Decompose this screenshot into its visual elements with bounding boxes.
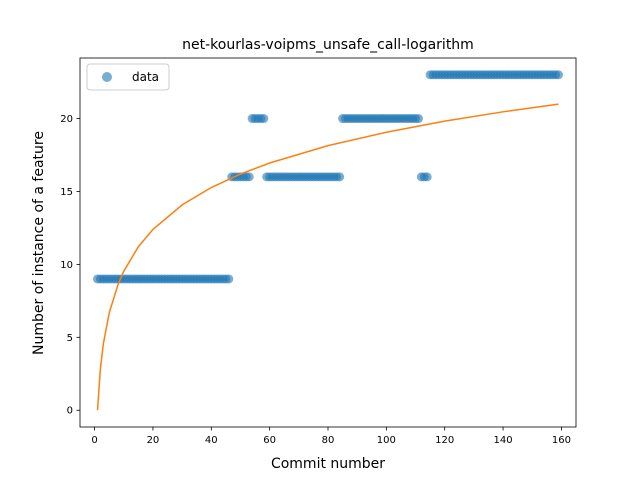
fit-line (96, 103, 559, 411)
data-points (93, 70, 563, 284)
data-point (259, 114, 269, 124)
axes: 0 20 40 60 80 100 120 140 160 0 5 10 15 20 (60, 57, 577, 446)
x-tick-label: 140 (494, 435, 513, 446)
y-tick-label: 15 (60, 187, 73, 198)
legend-marker-data (102, 72, 112, 82)
y-axis-label: Number of instance of a feature (31, 131, 47, 355)
data-point (422, 172, 432, 182)
y-tick-label: 5 (67, 333, 73, 344)
y-tick-label: 20 (60, 114, 73, 125)
data-point (335, 172, 345, 182)
data-point (413, 114, 423, 124)
y-tick-label: 0 (67, 406, 73, 417)
x-axis-label: Commit number (271, 456, 385, 472)
data-point (244, 172, 254, 182)
x-tick-label: 120 (435, 435, 454, 446)
x-tick-label: 20 (147, 435, 160, 446)
data-point (224, 274, 234, 284)
data-point (553, 70, 563, 80)
legend-label-data: data (132, 70, 159, 84)
x-tick-label: 40 (205, 435, 218, 446)
x-tick-label: 0 (91, 435, 97, 446)
x-tick-label: 60 (263, 435, 276, 446)
y-tick-label: 10 (60, 260, 73, 271)
legend: data (86, 63, 170, 91)
fit-line-layer (96, 103, 559, 411)
x-tick-label: 100 (377, 435, 396, 446)
x-tick-label: 80 (322, 435, 335, 446)
legend-box (86, 63, 170, 91)
x-tick-label: 160 (552, 435, 571, 446)
chart-title: net-kourlas-voipms_unsafe_call-logarithm (182, 37, 474, 53)
